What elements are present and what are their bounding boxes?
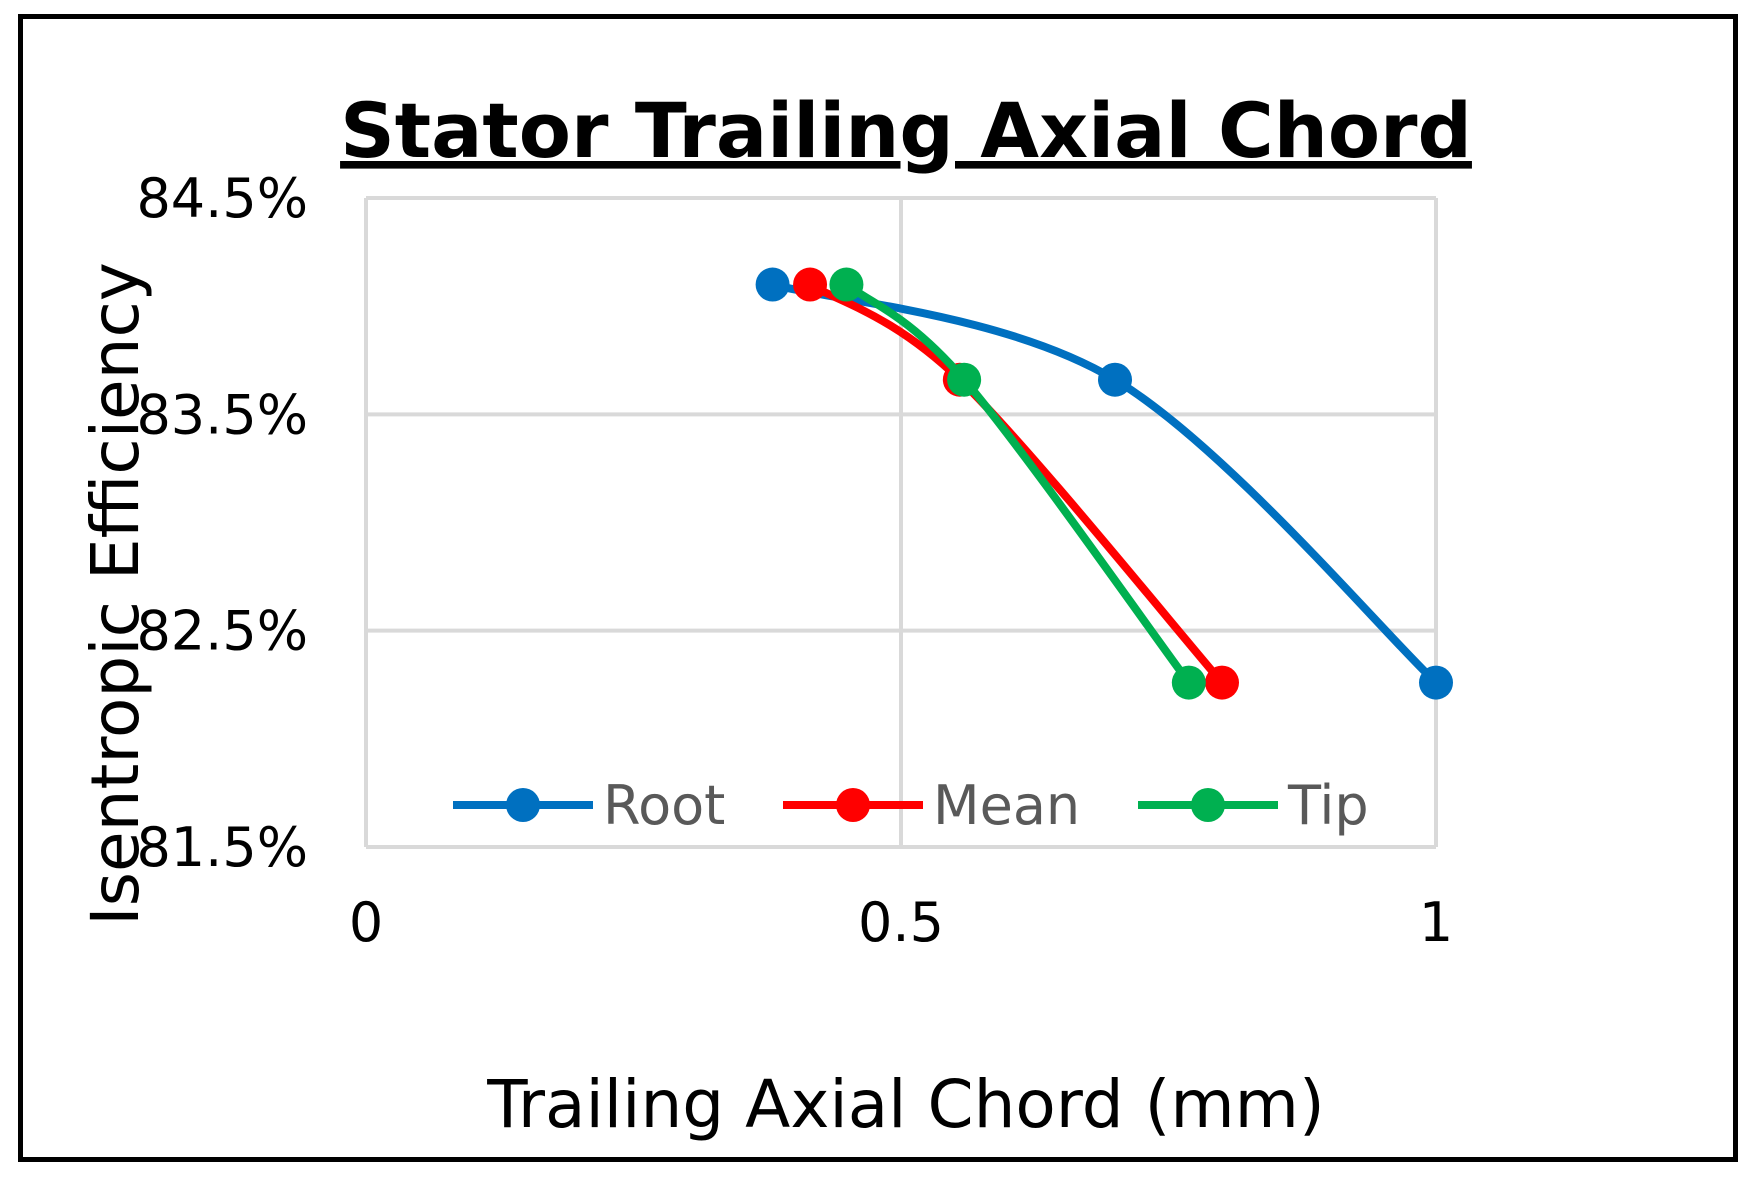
chart-title: Stator Trailing Axial Chord [340, 86, 1472, 175]
series-group [755, 267, 1453, 700]
series-mean [793, 267, 1239, 700]
data-point-tip [829, 267, 864, 302]
y-tick-label: 83.5% [136, 383, 308, 446]
legend-swatch-marker-mean [836, 788, 870, 822]
y-tick-label: 81.5% [136, 816, 308, 879]
x-tick-label: 1 [1419, 891, 1453, 954]
legend-swatch-marker-root [506, 788, 540, 822]
legend-item-root: Root [453, 774, 725, 837]
gridlines [364, 196, 1438, 849]
data-point-mean [1205, 665, 1239, 700]
x-axis-label: Trailing Axial Chord (mm) [486, 1066, 1324, 1143]
series-line-root [768, 280, 1440, 687]
legend: Root Mean Tip [453, 774, 1369, 837]
legend-item-mean: Mean [783, 774, 1080, 837]
y-tick-label: 84.5% [136, 167, 308, 230]
y-axis-label: Isentropic Efficiency [77, 262, 154, 926]
legend-label-mean: Mean [933, 774, 1080, 837]
series-tip [829, 267, 1206, 700]
data-point-root [1419, 665, 1453, 700]
data-point-root [755, 267, 790, 302]
x-tick-labels: 0 0.5 1 [349, 891, 1453, 954]
x-tick-label: 0.5 [858, 891, 944, 954]
series-line-mean [806, 280, 1226, 687]
legend-item-tip: Tip [1138, 774, 1369, 837]
y-tick-labels: 81.5% 82.5% 83.5% 84.5% [136, 167, 308, 879]
data-point-root [1098, 362, 1132, 397]
x-tick-label: 0 [349, 891, 383, 954]
legend-label-root: Root [603, 774, 725, 837]
data-point-tip [947, 362, 982, 397]
series-root [755, 267, 1453, 700]
legend-label-tip: Tip [1287, 774, 1369, 837]
series-line-tip [842, 280, 1193, 687]
legend-swatch-marker-tip [1191, 788, 1225, 822]
data-point-tip [1171, 665, 1206, 700]
line-chart: Stator Trailing Axial Chord 81.5% 82.5% 83… [77, 86, 1472, 1143]
y-tick-label: 82.5% [136, 600, 308, 663]
chart-frame: Stator Trailing Axial Chord 81.5% 82.5% 83… [18, 14, 1738, 1162]
data-point-mean [793, 267, 828, 302]
